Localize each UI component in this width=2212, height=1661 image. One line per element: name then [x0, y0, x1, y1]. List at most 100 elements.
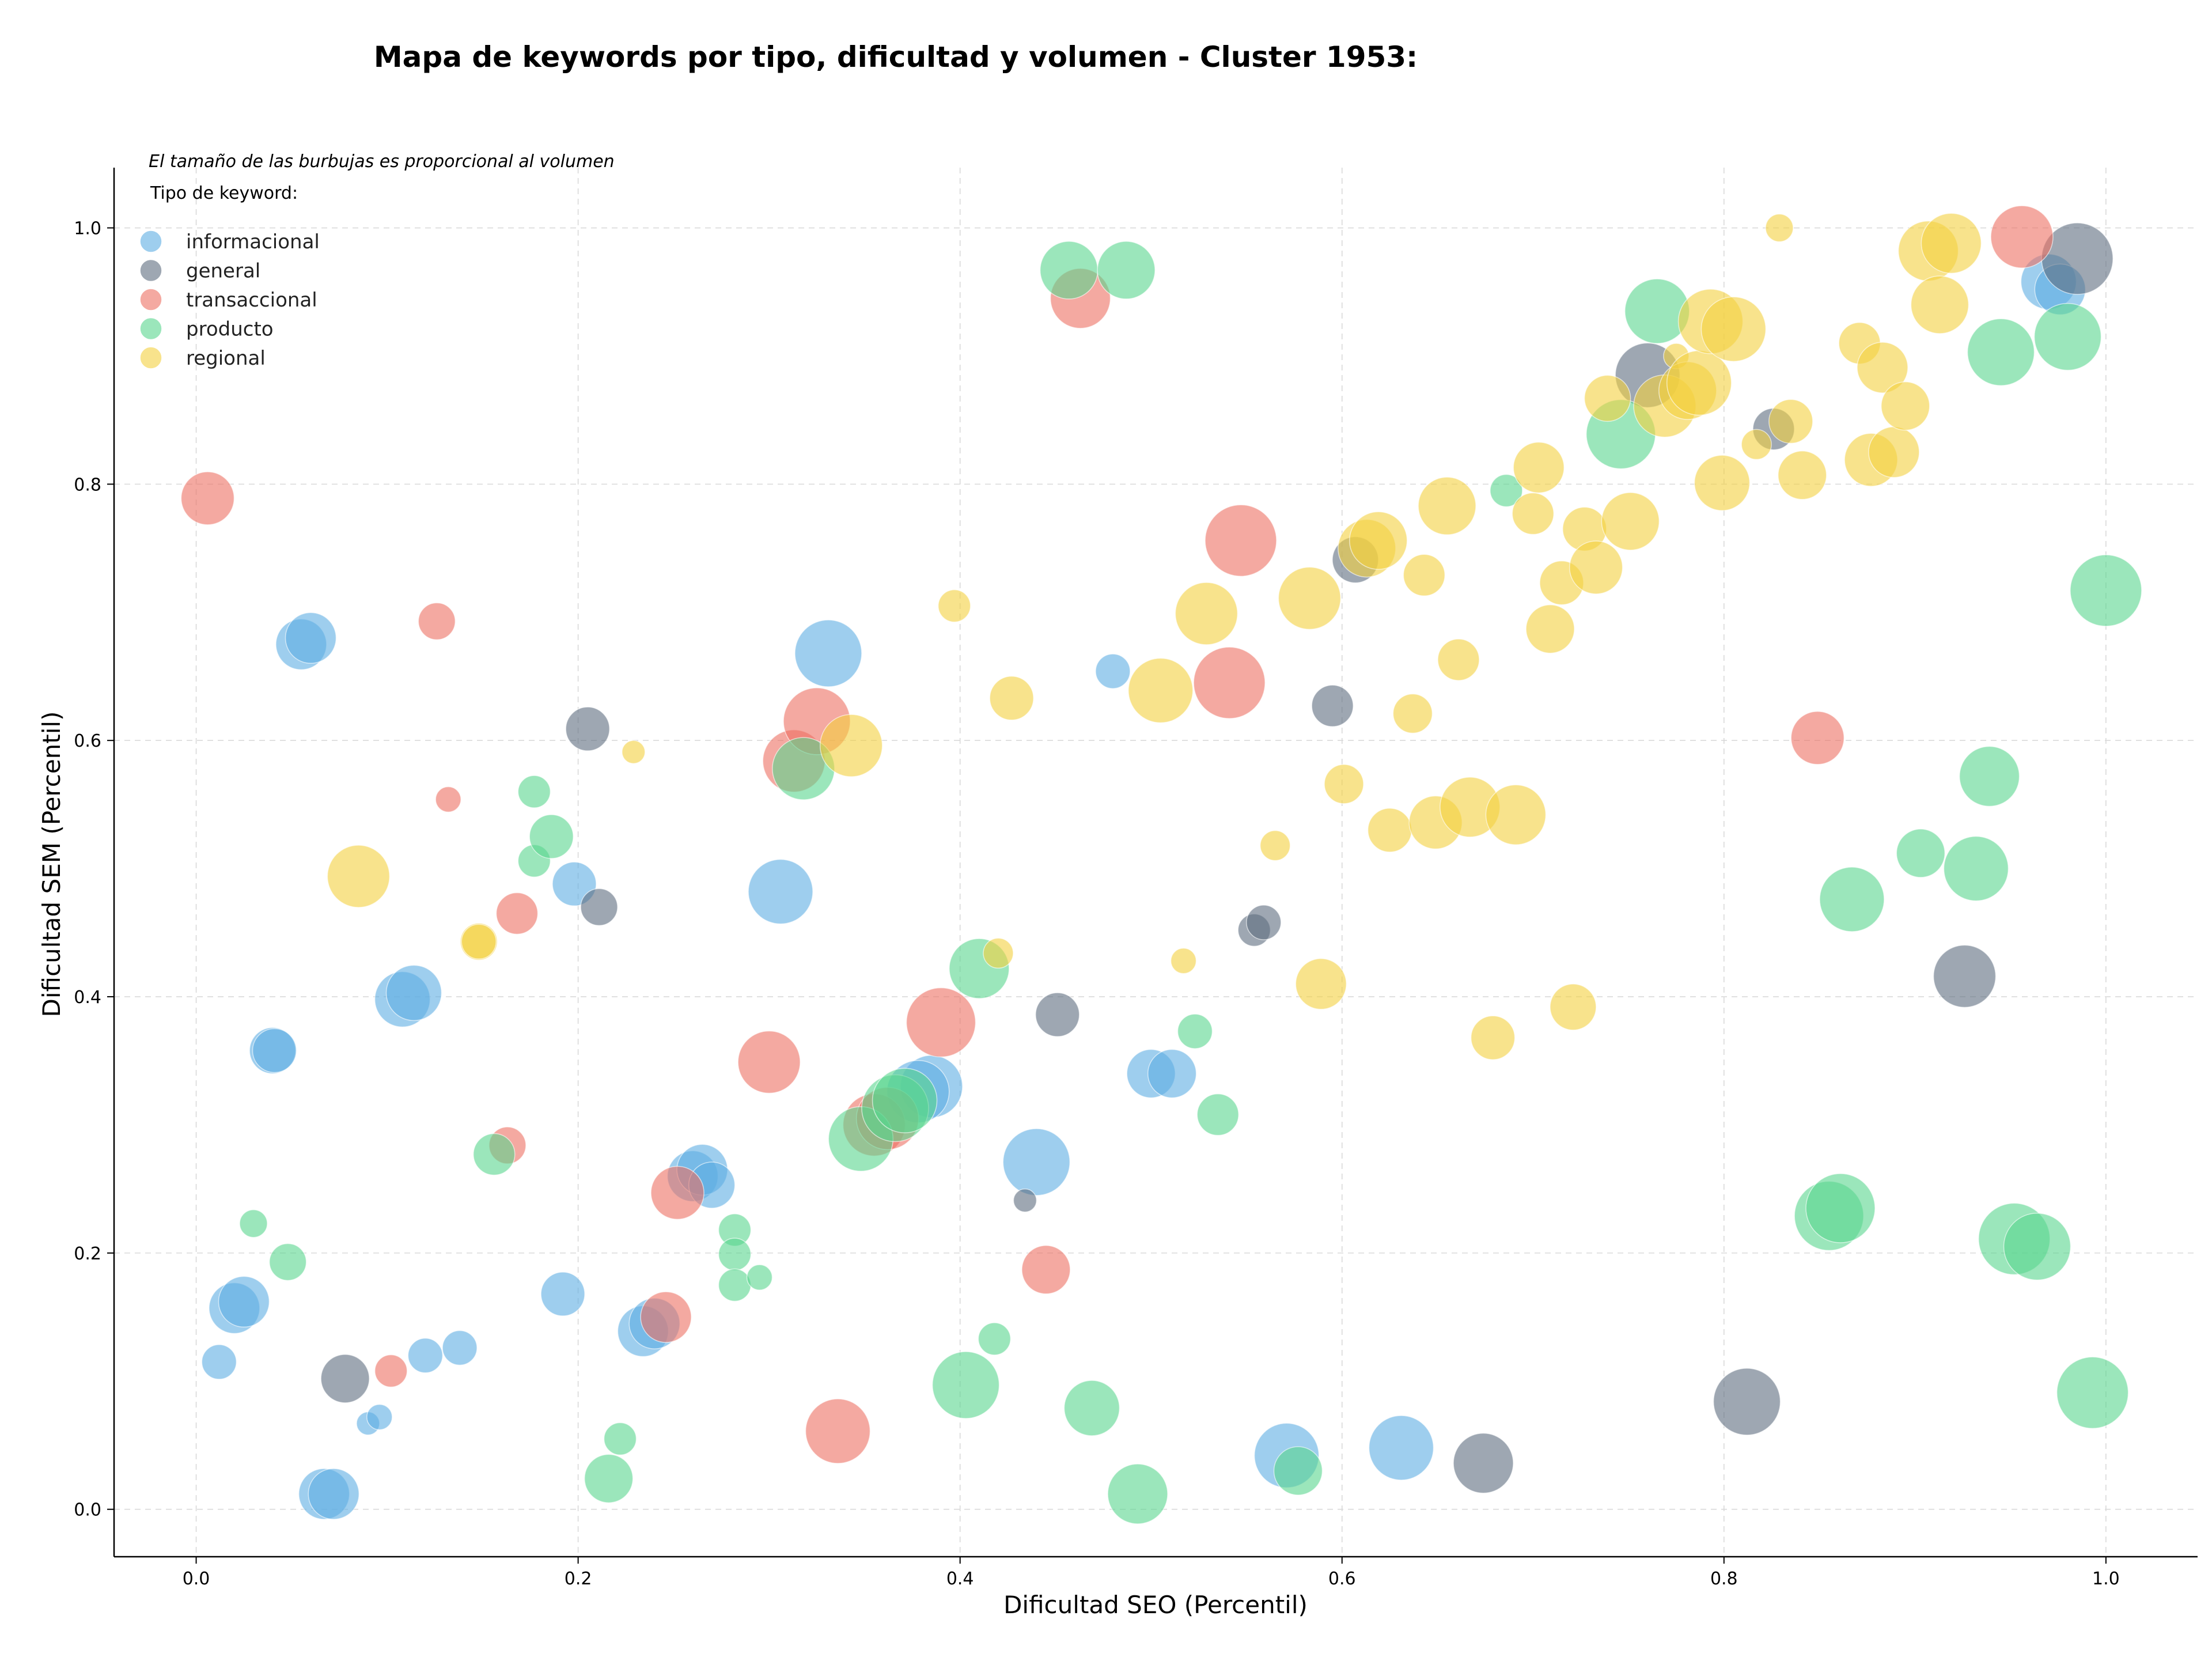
bubble-informacional	[1002, 1128, 1071, 1196]
bubble-regional	[1584, 374, 1631, 422]
bubble-regional	[983, 937, 1014, 969]
bubble-transaccional	[1193, 646, 1266, 719]
x-tick-label: 0.4	[946, 1569, 974, 1589]
bubble-producto	[529, 814, 574, 859]
bubble-regional	[1765, 213, 1794, 243]
bubble-producto	[1097, 241, 1156, 300]
bubble-transaccional	[495, 892, 539, 935]
legend-marker	[139, 259, 162, 282]
legend-label: general	[186, 260, 260, 283]
bubble-producto	[2070, 554, 2142, 627]
y-ticks: 0.0 0.2 0.4 0.6 0.8 1.0	[74, 219, 114, 1520]
bubble-producto	[268, 1243, 307, 1281]
legend-label: regional	[186, 347, 266, 370]
bubble-general	[1246, 905, 1282, 940]
x-tick-label: 0.8	[1710, 1569, 1738, 1589]
bubble-transaccional	[1790, 711, 1845, 765]
bubble-regional	[1295, 958, 1347, 1010]
legend-marker	[139, 288, 162, 311]
bubble-size-note: El tamaño de las burbujas es proporciona…	[149, 152, 615, 172]
bubble-informacional	[201, 1344, 237, 1380]
bubble-producto	[1177, 1013, 1213, 1049]
bubble-informacional	[218, 1276, 270, 1328]
bubble-transaccional	[906, 987, 976, 1058]
bubble-regional	[1485, 784, 1547, 845]
bubble-informacional	[540, 1272, 585, 1316]
bubble-producto	[1107, 1463, 1168, 1524]
bubble-regional	[1601, 492, 1660, 551]
x-ticks: 0.0 0.2 0.4 0.6 0.8 1.0	[183, 1557, 2120, 1589]
bubble-regional	[1550, 983, 1597, 1031]
legend-item-producto: producto	[139, 317, 274, 341]
bubble-general	[1713, 1368, 1781, 1436]
bubble-regional	[1857, 342, 1908, 394]
legend: informacional general transaccional product…	[139, 230, 320, 370]
bubble-producto	[1196, 1093, 1239, 1136]
bubble-regional	[1741, 429, 1772, 460]
bubble-producto	[517, 775, 551, 808]
bubble-regional	[1777, 451, 1827, 500]
bubble-transaccional	[435, 786, 461, 813]
bubble-regional	[1700, 296, 1767, 362]
bubble-transaccional	[374, 1354, 408, 1388]
legend-label: informacional	[186, 230, 320, 253]
bubble-regional	[1525, 604, 1575, 654]
y-tick-label: 0.8	[74, 475, 101, 495]
bubble-general	[1453, 1432, 1514, 1494]
bubble-informacional	[1095, 653, 1131, 689]
legend-item-general: general	[139, 259, 260, 283]
x-tick-label: 1.0	[2092, 1569, 2120, 1589]
bubble-producto	[718, 1238, 752, 1271]
bubble-general	[1013, 1188, 1037, 1213]
bubble-producto	[1805, 1173, 1876, 1243]
legend-item-transaccional: transaccional	[139, 288, 317, 312]
bubble-producto	[1943, 835, 2009, 902]
series-regional	[327, 213, 1982, 1060]
legend-label: transaccional	[186, 289, 317, 312]
series-informacional	[201, 253, 2086, 1520]
bubble-regional	[1569, 540, 1623, 595]
bubble-regional	[1324, 764, 1364, 804]
bubble-regional	[1259, 830, 1291, 861]
series-producto	[239, 241, 2142, 1524]
bubble-informacional	[794, 619, 862, 687]
bubble-producto	[718, 1268, 752, 1302]
y-tick-label: 0.6	[74, 731, 101, 751]
bubble-informacional	[366, 1403, 393, 1431]
grid-lines	[114, 168, 2198, 1557]
y-tick-label: 0.0	[74, 1500, 101, 1520]
bubble-regional	[1470, 1015, 1516, 1060]
bubble-producto	[584, 1454, 634, 1504]
bubble-informacional	[252, 1028, 297, 1073]
legend-marker	[139, 346, 162, 369]
bubble-producto	[746, 1264, 773, 1291]
bubble-regional	[1910, 275, 1969, 334]
bubble-regional	[327, 845, 391, 908]
bubble-producto	[872, 1068, 938, 1133]
bubble-producto	[603, 1422, 637, 1456]
bubble-producto	[1490, 474, 1523, 508]
bubble-general	[1311, 684, 1354, 727]
bubble-regional	[1513, 441, 1565, 494]
bubble-regional	[1128, 657, 1194, 724]
bubble-producto	[1039, 241, 1099, 300]
bubble-producto	[1819, 867, 1885, 932]
bubble-regional	[1868, 426, 1920, 478]
bubble-producto	[1967, 318, 2035, 387]
bubbles	[180, 205, 2142, 1524]
bubble-informacional	[442, 1330, 478, 1366]
bubble-regional	[1418, 476, 1476, 535]
bubble-regional	[461, 924, 497, 960]
bubble-transaccional	[640, 1291, 692, 1343]
bubble-producto	[472, 1133, 516, 1176]
bubble-producto	[1896, 828, 1946, 878]
bubble-general	[1933, 944, 1997, 1008]
bubble-general	[320, 1354, 370, 1403]
legend-item-informacional: informacional	[139, 230, 320, 253]
y-tick-label: 0.4	[74, 987, 101, 1008]
y-tick-label: 1.0	[74, 219, 101, 239]
bubble-producto	[978, 1322, 1012, 1356]
bubble-producto	[1063, 1380, 1120, 1436]
bubble-regional	[1278, 566, 1342, 630]
